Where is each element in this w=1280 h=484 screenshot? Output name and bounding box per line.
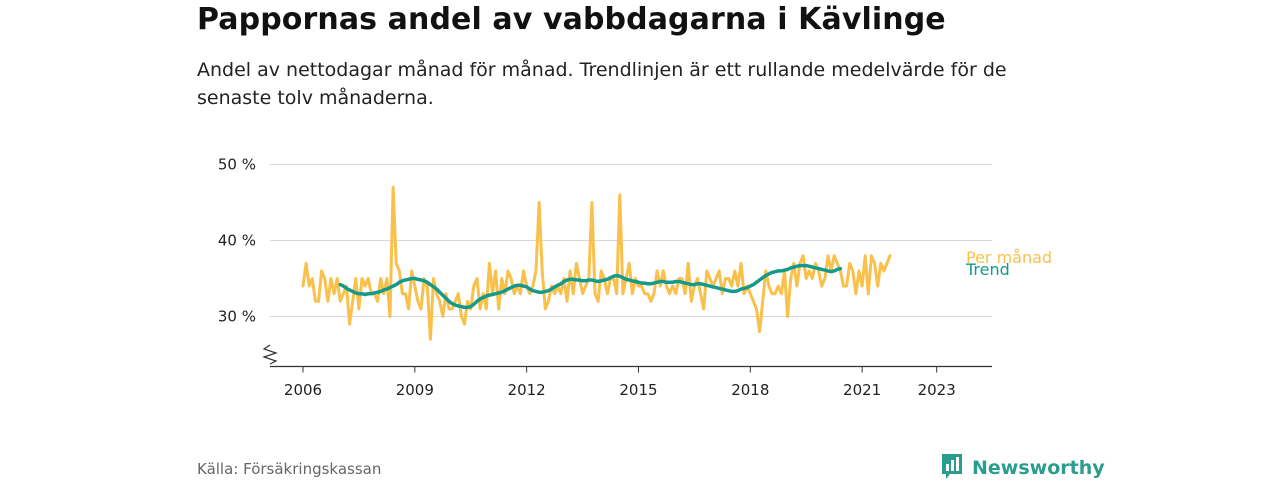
x-axis: 2006 2009 2012 2015 2018 2021 2023: [262, 344, 992, 399]
y-tick-label: 50 %: [218, 156, 256, 174]
series-line-trend: [338, 263, 843, 310]
chart-title: Pappornas andel av vabbdagarna i Kävling…: [197, 2, 946, 37]
x-tick-label: 2012: [508, 381, 546, 399]
x-tick-label: 2006: [284, 381, 322, 399]
source-note: Källa: Försäkringskassan: [197, 460, 382, 478]
y-tick-label: 30 %: [218, 308, 256, 326]
x-tick-label: 2023: [918, 381, 956, 399]
bar-chart-icon: [940, 452, 964, 484]
x-tick-label: 2015: [619, 381, 657, 399]
series-lines: [301, 185, 892, 341]
series-label-trend: Trend: [965, 260, 1010, 279]
x-tick-label: 2021: [843, 381, 881, 399]
x-tick-label: 2018: [731, 381, 769, 399]
gridlines: 30 % 40 % 50 %: [218, 156, 992, 326]
y-tick-label: 40 %: [218, 232, 256, 250]
series-label-monthly: Per månad: [966, 248, 1052, 267]
axis-break-icon: [262, 344, 278, 365]
chart-subtitle: Andel av nettodagar månad för månad. Tre…: [197, 59, 1007, 109]
line-chart: 30 % 40 % 50 % 2006 2009 2012 2015 2018 2021 202…: [218, 156, 1052, 400]
x-tick-label: 2009: [396, 381, 434, 399]
brand-logo[interactable]: Newsworthy: [940, 452, 1105, 484]
brand-name: Newsworthy: [972, 457, 1105, 479]
